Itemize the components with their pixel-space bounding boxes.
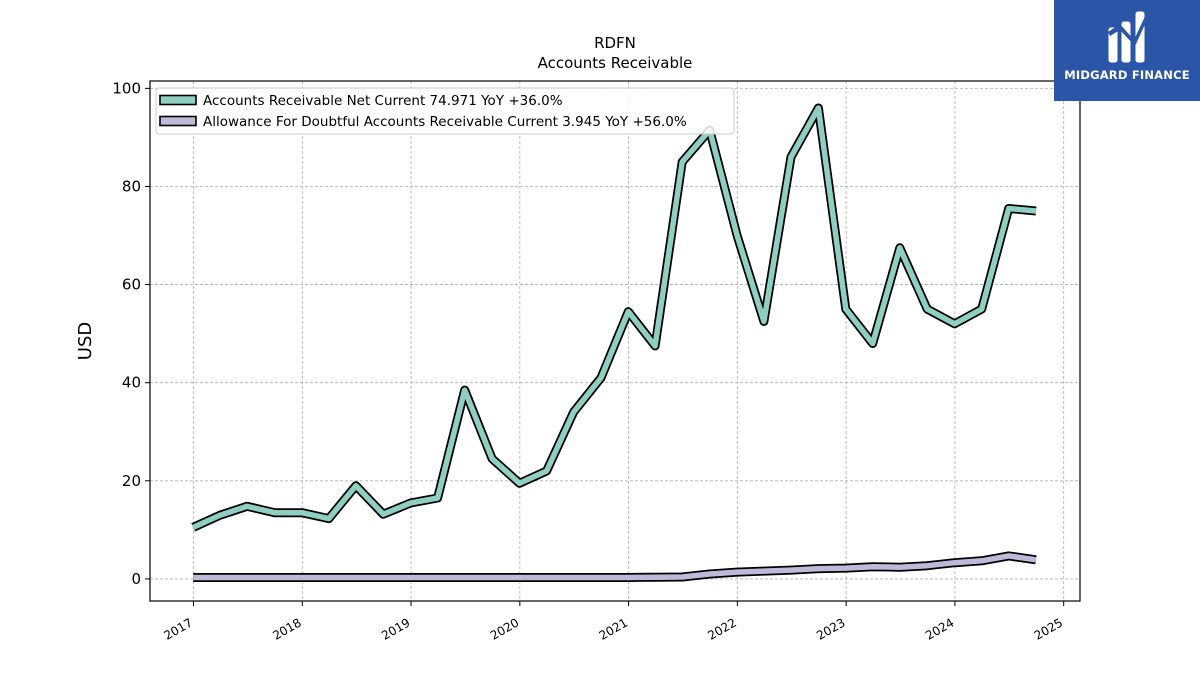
chart-subtitle: Accounts Receivable: [538, 54, 693, 72]
series-line: [192, 105, 1037, 530]
y-tick-label: 20: [122, 472, 141, 490]
y-axis-label: USD: [75, 322, 96, 360]
chart-title: RDFN: [594, 34, 636, 52]
x-tick-label: 2021: [597, 615, 630, 642]
x-tick-label: 2019: [379, 615, 412, 642]
x-tick-label: 2018: [270, 615, 303, 642]
legend-swatch: [159, 94, 197, 106]
x-tick-label: 2024: [923, 615, 956, 642]
logo-mark-icon: [1108, 11, 1148, 63]
legend-box: [155, 87, 735, 135]
x-tick-label: 2023: [814, 615, 847, 642]
legend-swatch: [159, 115, 197, 127]
x-tick-label: 2017: [162, 615, 195, 642]
y-tick-label: 0: [131, 570, 141, 588]
legend-label: Accounts Receivable Net Current 74.971 Y…: [203, 93, 563, 109]
x-tick-label: 2025: [1032, 615, 1065, 642]
y-tick-label: 60: [122, 276, 141, 294]
y-tick-label: 80: [122, 177, 141, 195]
legend-label: Allowance For Doubtful Accounts Receivab…: [203, 114, 687, 130]
series-outline: [191, 103, 1037, 532]
y-tick-label: 40: [122, 374, 141, 392]
plot-frame: [149, 80, 1081, 602]
y-tick-label: 100: [112, 79, 141, 97]
x-tick-label: 2020: [488, 615, 521, 642]
series-line: [193, 553, 1037, 581]
brand-logo: MIDGARD FINANCE: [1054, 0, 1200, 101]
plot-area: 0 20 40 60 80 100 2017 2018 2019 2020 2021 2022 2023…: [112, 79, 1081, 643]
x-tick-label: 2022: [705, 615, 738, 642]
logo-text: MIDGARD FINANCE: [1064, 68, 1190, 82]
